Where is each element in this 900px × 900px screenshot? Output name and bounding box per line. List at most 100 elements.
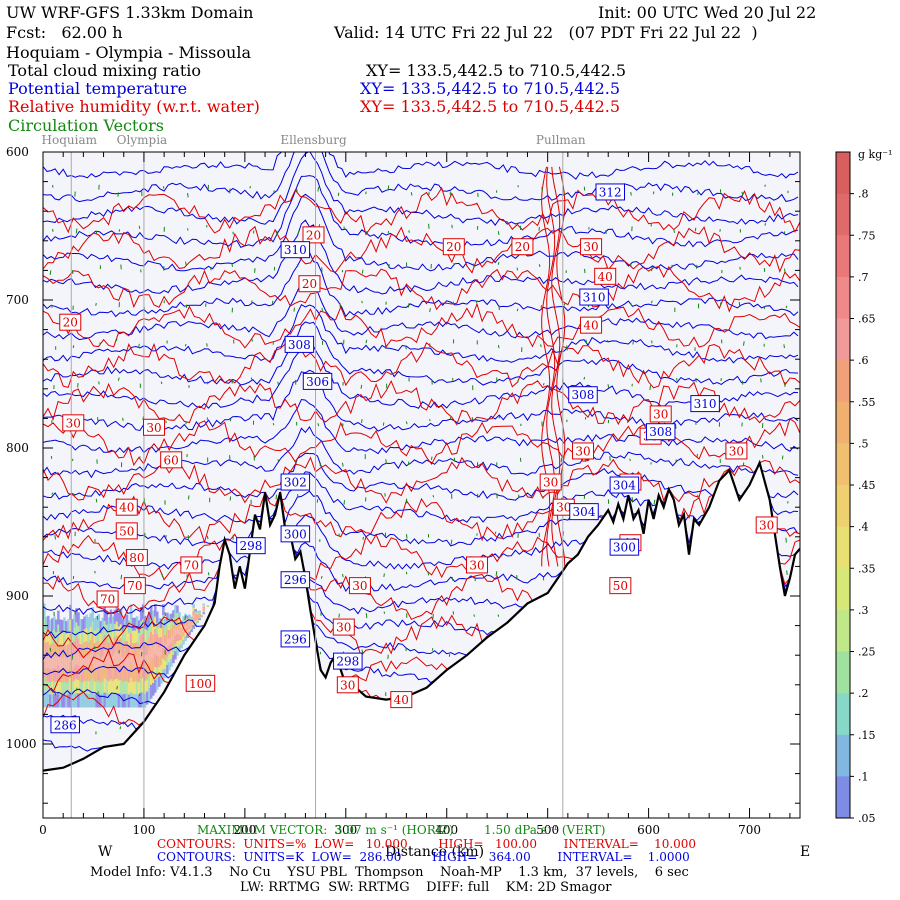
cloud-cell xyxy=(166,612,169,622)
vector-mark xyxy=(520,423,522,427)
cloud-cell xyxy=(127,682,131,696)
cloud-cell xyxy=(123,641,127,656)
vector-mark xyxy=(405,571,408,575)
cloud-cell xyxy=(85,614,88,629)
cloud-cell xyxy=(111,642,115,656)
theta-label: 310 xyxy=(579,288,609,306)
cloud-cell xyxy=(81,631,84,645)
rh-contour-line xyxy=(43,341,800,389)
colorbar-tick-label: .25 xyxy=(858,646,876,659)
axes: 0 100 200 300 400 500 600 700 600 700 800 900 1000 xyxy=(6,145,800,837)
vector-mark xyxy=(320,575,323,579)
cloud-cell xyxy=(154,679,157,693)
cloud-cell xyxy=(83,616,86,630)
direction-east: E xyxy=(800,844,810,860)
cloud-cell xyxy=(123,628,127,643)
cloud-cell xyxy=(61,682,64,696)
colorbar-tick-label: .75 xyxy=(858,229,876,242)
vector-mark xyxy=(405,534,408,539)
cloud-cell xyxy=(188,625,191,630)
cloud-cell xyxy=(188,617,191,621)
cloud-cell xyxy=(202,607,205,610)
vector-mark xyxy=(673,228,675,233)
cloud-cell xyxy=(192,604,195,609)
cloud-cell xyxy=(147,612,151,626)
vector-mark xyxy=(786,570,788,575)
cloud-cell xyxy=(162,669,165,681)
cloud-cell xyxy=(93,618,96,632)
colorbar-swatch xyxy=(836,693,850,736)
cloud-cell xyxy=(147,624,151,639)
cloud-cell xyxy=(115,664,119,679)
cloud-cell xyxy=(95,616,99,630)
cloud-cell xyxy=(180,640,183,645)
vector-mark xyxy=(51,304,53,308)
cloud-cell xyxy=(176,605,179,614)
cloud-cell xyxy=(190,623,193,626)
vector-mark xyxy=(139,456,141,459)
cloud-cell xyxy=(133,694,137,708)
vector-mark xyxy=(231,263,234,267)
rh-label-box xyxy=(466,556,489,574)
cloud-cell xyxy=(178,640,181,647)
cloud-cell xyxy=(196,620,199,624)
rh-label-box xyxy=(539,473,562,491)
rh-label-text: 50 xyxy=(613,579,628,593)
cloud-cell xyxy=(57,651,60,667)
cloud-cell xyxy=(190,629,193,633)
cloud-cell xyxy=(91,607,94,622)
cloud-cell xyxy=(145,617,149,631)
cloud-cell xyxy=(196,614,199,617)
vector-mark xyxy=(117,377,120,381)
cloud-cell xyxy=(63,655,66,670)
cloud-cell xyxy=(49,632,52,646)
cloud-cell xyxy=(101,643,105,657)
colorbar-swatch xyxy=(836,485,850,528)
vector-mark xyxy=(272,422,275,426)
vector-mark xyxy=(95,230,98,234)
cloud-cell xyxy=(79,669,82,683)
vector-mark xyxy=(117,192,119,197)
cloud-cell xyxy=(158,666,161,678)
cloud-cell xyxy=(57,679,60,694)
cloud-cell xyxy=(170,643,173,652)
theta-label-text: 310 xyxy=(694,397,717,411)
vector-mark xyxy=(410,192,413,196)
cloud-cell xyxy=(93,630,96,644)
colorbar-tick-label: .05 xyxy=(858,812,876,825)
cloud-cell xyxy=(164,652,167,662)
rh-label-box xyxy=(59,313,82,331)
colorbar-swatch xyxy=(836,401,850,444)
vector-mark xyxy=(540,344,542,348)
rh-label: 70 xyxy=(180,556,203,574)
cloud-cell xyxy=(43,603,46,619)
cloud-cell xyxy=(89,666,92,681)
vector-mark xyxy=(361,269,364,274)
theta-label-box xyxy=(302,372,333,390)
cloud-cell xyxy=(202,612,205,615)
cloud-cell xyxy=(47,628,50,643)
vector-mark xyxy=(432,495,435,498)
cloud-cell xyxy=(111,668,115,682)
theta-label: 312 xyxy=(595,183,625,201)
x-tick-label: 500 xyxy=(536,823,559,837)
circulation-vectors xyxy=(49,184,789,735)
vector-mark xyxy=(277,459,279,462)
cloud-cell xyxy=(119,665,123,680)
cloud-cell xyxy=(113,693,117,708)
theta-label-text: 308 xyxy=(288,338,311,352)
cloud-cell xyxy=(131,630,135,644)
cloud-cell xyxy=(149,605,153,620)
cloud-cell xyxy=(107,630,111,644)
vector-mark xyxy=(297,230,300,234)
cloud-cell xyxy=(99,621,103,634)
theta-label: 304 xyxy=(569,503,599,521)
cloud-cell xyxy=(145,642,149,656)
cloud-cell xyxy=(174,628,177,637)
rh-label: 30 xyxy=(571,442,594,460)
vector-mark xyxy=(497,231,500,236)
vector-mark xyxy=(296,264,299,267)
cloud-cell xyxy=(77,693,80,708)
cloud-cell xyxy=(119,638,123,653)
cloud-cell xyxy=(158,656,161,668)
